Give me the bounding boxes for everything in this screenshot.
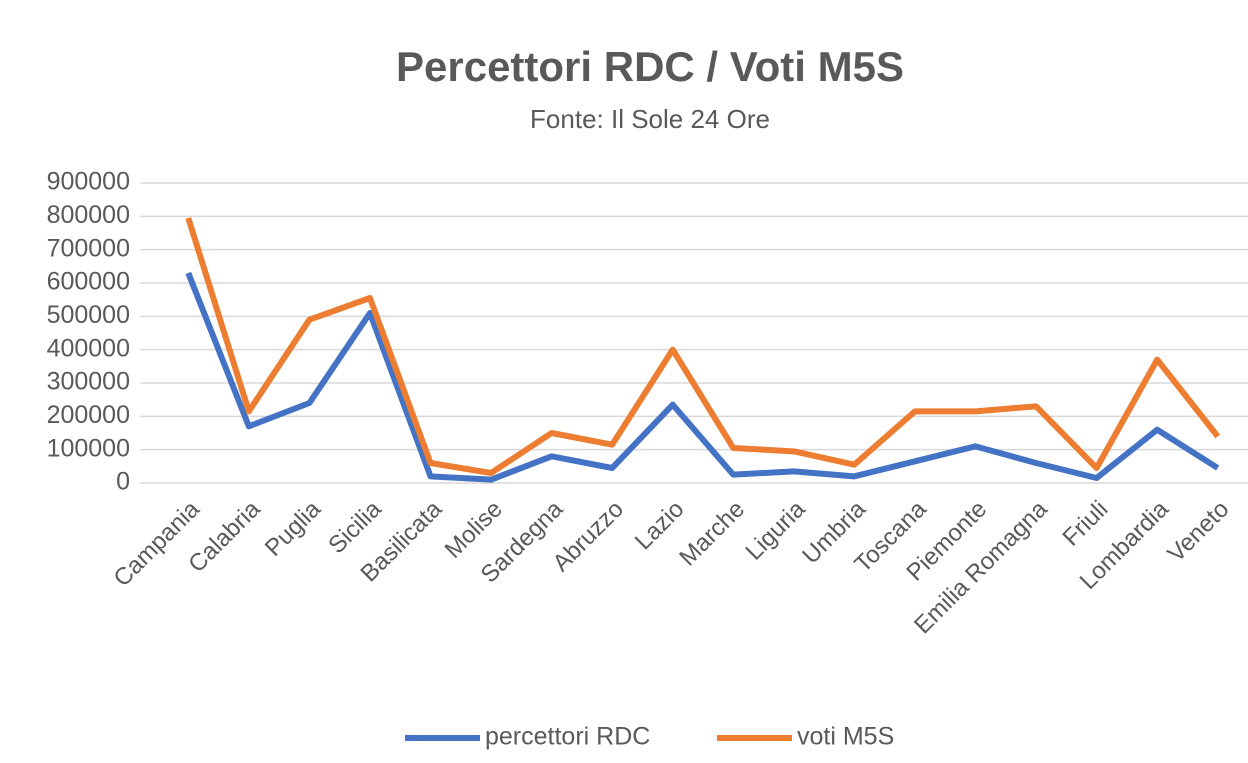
- chart-title: Percettori RDC / Voti M5S: [396, 43, 904, 90]
- series-line: [185, 271, 1220, 483]
- x-tick-label: Puglia: [260, 495, 327, 562]
- legend-label: voti M5S: [797, 723, 894, 751]
- legend-label: percettori RDC: [485, 723, 650, 751]
- x-tick-label: Friuli: [1057, 496, 1113, 552]
- y-tick-label: 300000: [47, 368, 130, 396]
- x-tick-label: Liguria: [741, 495, 811, 565]
- y-tick-label: 100000: [47, 434, 130, 462]
- y-tick-label: 600000: [47, 268, 130, 296]
- chart-subtitle: Fonte: Il Sole 24 Ore: [530, 104, 770, 134]
- y-tick-label: 0: [116, 468, 130, 496]
- y-tick-label: 400000: [47, 334, 130, 362]
- y-tick-label: 900000: [47, 168, 130, 196]
- x-tick-label: Marche: [674, 496, 750, 572]
- x-tick-label: Campania: [109, 495, 206, 592]
- y-tick-label: 800000: [47, 201, 130, 229]
- y-tick-label: 200000: [47, 401, 130, 429]
- x-tick-label: Veneto: [1163, 496, 1235, 568]
- y-tick-label: 700000: [47, 234, 130, 262]
- series-line: [185, 217, 1221, 476]
- y-tick-label: 500000: [47, 301, 130, 329]
